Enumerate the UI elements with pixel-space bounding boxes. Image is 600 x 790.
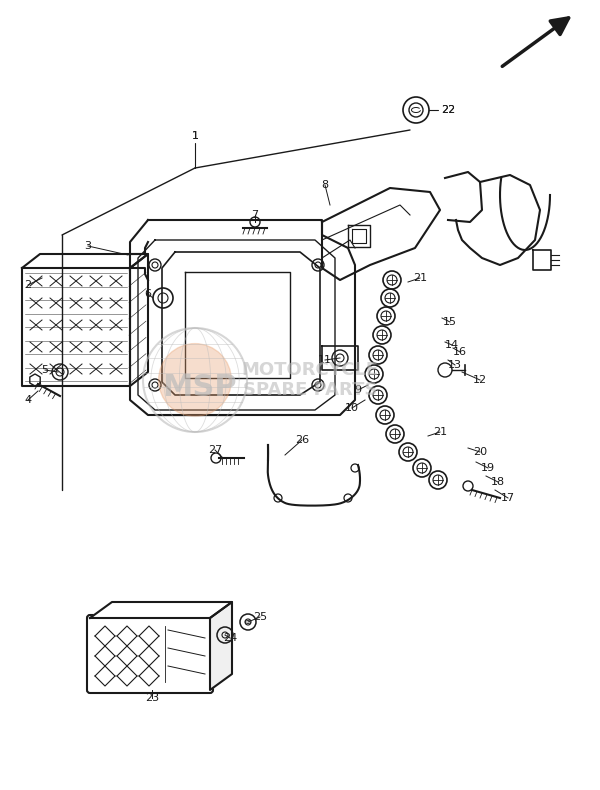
Polygon shape [210, 602, 232, 690]
Circle shape [158, 344, 232, 416]
Text: 25: 25 [253, 612, 267, 622]
Text: MOTORCYCLE: MOTORCYCLE [241, 361, 379, 379]
Text: 23: 23 [145, 693, 159, 703]
Text: 1: 1 [191, 131, 199, 141]
Text: 5: 5 [41, 365, 49, 375]
Text: MSP: MSP [163, 374, 238, 402]
Text: 1: 1 [191, 131, 199, 141]
Text: 22: 22 [441, 105, 455, 115]
Text: 18: 18 [491, 477, 505, 487]
Text: 17: 17 [501, 493, 515, 503]
Text: 11: 11 [318, 355, 332, 365]
Text: 10: 10 [345, 403, 359, 413]
Text: 12: 12 [473, 375, 487, 385]
Text: 8: 8 [322, 180, 329, 190]
Text: 21: 21 [413, 273, 427, 283]
Text: 14: 14 [445, 340, 459, 350]
Text: 20: 20 [473, 447, 487, 457]
Text: 27: 27 [208, 445, 222, 455]
Text: 3: 3 [85, 241, 91, 251]
Text: 21: 21 [433, 427, 447, 437]
Text: 26: 26 [295, 435, 309, 445]
Text: SPARE PARTS: SPARE PARTS [243, 381, 377, 399]
Polygon shape [90, 602, 232, 618]
Text: 16: 16 [453, 347, 467, 357]
Text: 9: 9 [355, 385, 362, 395]
Text: 15: 15 [443, 317, 457, 327]
FancyBboxPatch shape [87, 615, 213, 693]
Text: 19: 19 [481, 463, 495, 473]
Text: 2: 2 [25, 280, 32, 290]
Text: 7: 7 [251, 210, 259, 220]
Text: 13: 13 [448, 360, 462, 370]
Text: 22: 22 [441, 105, 455, 115]
Text: 4: 4 [25, 395, 32, 405]
Text: 24: 24 [223, 633, 237, 643]
Text: 6: 6 [145, 289, 151, 299]
